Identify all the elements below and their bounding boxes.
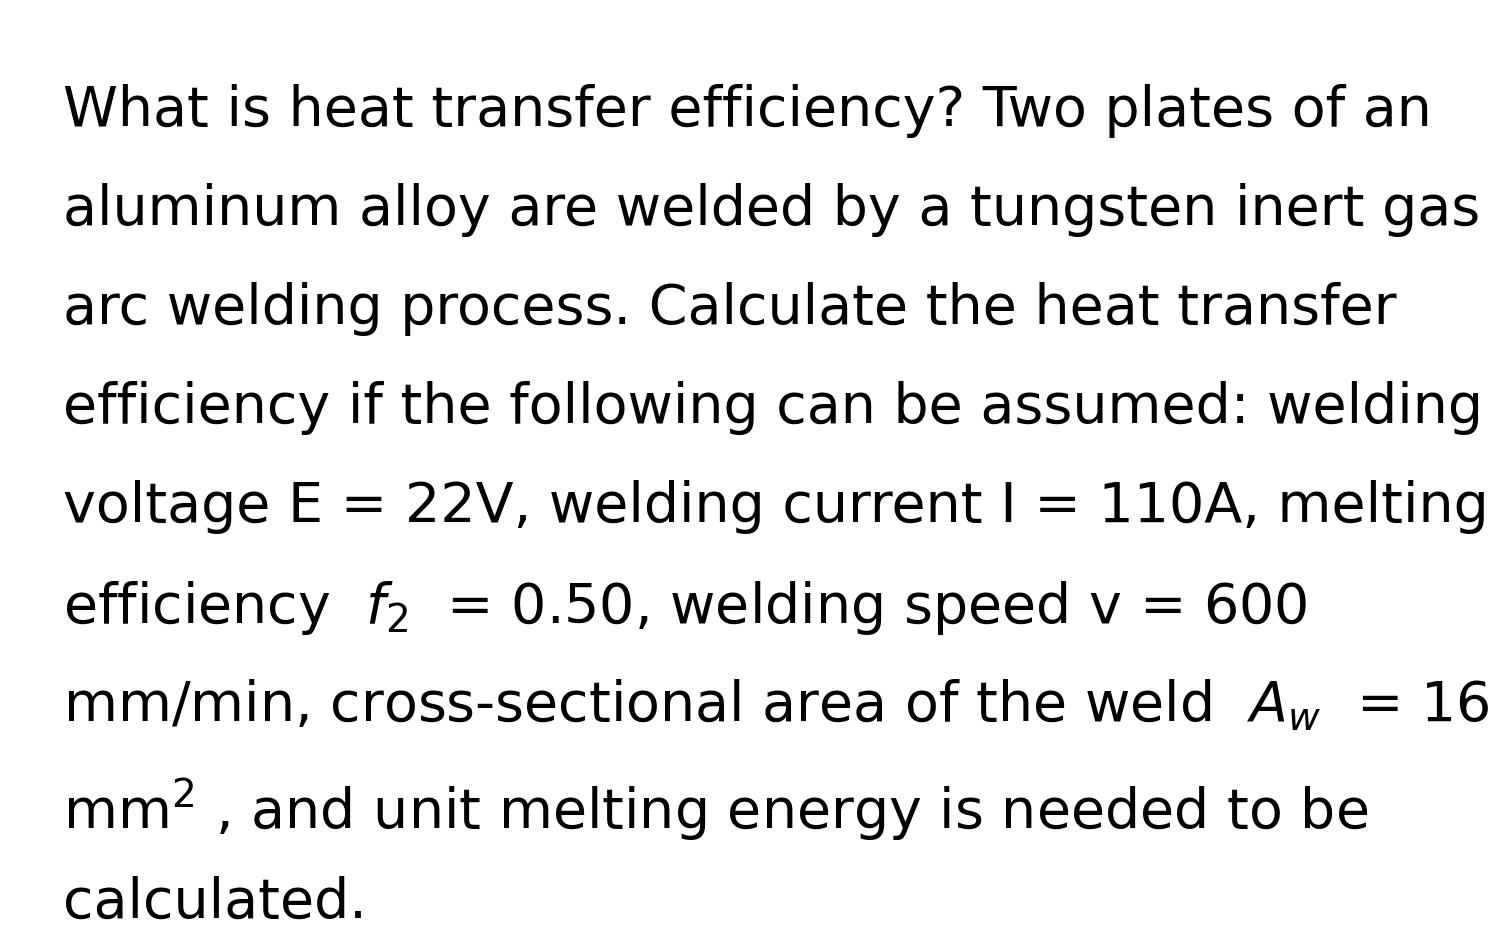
Text: mm$^2$ , and unit melting energy is needed to be: mm$^2$ , and unit melting energy is need… bbox=[63, 777, 1368, 844]
Text: mm/min, cross-sectional area of the weld  $A_w$  = 16: mm/min, cross-sectional area of the weld… bbox=[63, 678, 1490, 733]
Text: aluminum alloy are welded by a tungsten inert gas: aluminum alloy are welded by a tungsten … bbox=[63, 183, 1480, 237]
Text: arc welding process. Calculate the heat transfer: arc welding process. Calculate the heat … bbox=[63, 282, 1396, 336]
Text: voltage E = 22V, welding current I = 110A, melting: voltage E = 22V, welding current I = 110… bbox=[63, 480, 1488, 534]
Text: efficiency if the following can be assumed: welding: efficiency if the following can be assum… bbox=[63, 381, 1484, 435]
Text: What is heat transfer efficiency? Two plates of an: What is heat transfer efficiency? Two pl… bbox=[63, 84, 1432, 138]
Text: calculated.: calculated. bbox=[63, 876, 368, 930]
Text: efficiency  $f_2$  = 0.50, welding speed v = 600: efficiency $f_2$ = 0.50, welding speed v… bbox=[63, 579, 1308, 637]
